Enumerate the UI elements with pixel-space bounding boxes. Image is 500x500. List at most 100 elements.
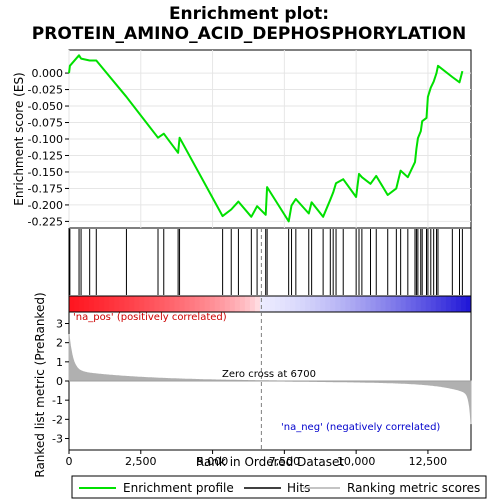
rank-color-segment (104, 296, 110, 312)
x-tick-label: 5,000 (197, 455, 229, 468)
rank-color-segment (300, 296, 306, 312)
rank-color-segment (445, 296, 452, 312)
rank-color-segment (229, 296, 236, 312)
rank-color-segment (84, 296, 90, 312)
rank-color-segment (340, 296, 346, 312)
rank-color-segment (395, 296, 402, 312)
rank-color-segment (440, 296, 447, 312)
rank-color-segment (69, 296, 75, 312)
rank-color-segment (139, 296, 145, 312)
rank-color-segment (224, 296, 231, 312)
es-tick-label: 0.000 (32, 67, 64, 80)
rank-color-segment (74, 296, 80, 312)
rank-color-segment (134, 296, 140, 312)
rank-color-segment (465, 296, 472, 312)
rank-color-segment (425, 296, 432, 312)
metric-axis: 3 2 1 0 -1 -2 -3 (52, 318, 69, 446)
rank-color-segment (159, 296, 165, 312)
rank-color-segment (189, 296, 196, 312)
rank-color-segment (350, 296, 356, 312)
es-tick-label: -0.025 (28, 84, 63, 97)
rank-color-segment (149, 296, 155, 312)
rank-color-segment (184, 296, 191, 312)
rank-color-segment (119, 296, 125, 312)
rank-color-segment (460, 296, 467, 312)
rank-color-segment (390, 296, 397, 312)
rank-color-segment (315, 296, 321, 312)
rank-color-segment (455, 296, 462, 312)
rank-color-segment (144, 296, 150, 312)
rank-color-segment (270, 296, 276, 312)
rank-color-segment (410, 296, 417, 312)
rank-color-segment (420, 296, 427, 312)
rank-color-segment (109, 296, 115, 312)
metric-tick-label: -3 (52, 433, 63, 446)
rank-color-segment (219, 296, 226, 312)
rank-color-segment (204, 296, 211, 312)
rank-color-segment (310, 296, 316, 312)
es-axis-label: Enrichment score (ES) (12, 72, 26, 205)
rank-color-segment (199, 296, 206, 312)
metric-tick-label: 2 (56, 337, 63, 350)
pos-label: 'na_pos' (positively correlated) (73, 312, 227, 323)
rank-color-segment (345, 296, 351, 312)
rank-color-segment (154, 296, 160, 312)
rank-color-segment (79, 296, 85, 312)
legend-label-enrichment: Enrichment profile (123, 481, 234, 495)
rank-color-segment (305, 296, 311, 312)
metric-tick-label: 0 (56, 375, 63, 388)
rank-color-segment (365, 296, 371, 312)
metric-tick-label: 1 (56, 356, 63, 369)
es-tick-label: -0.050 (28, 100, 63, 113)
hits-marks (69, 229, 463, 295)
x-tick-label: 12,500 (409, 455, 448, 468)
enrichment-profile-line (68, 54, 464, 223)
rank-color-segment (249, 296, 256, 312)
es-tick-label: -0.150 (28, 166, 63, 179)
x-tick-label: 2,500 (125, 455, 157, 468)
rank-color-segment (264, 296, 271, 312)
metric-tick-label: -2 (52, 413, 63, 426)
rank-color-segment (94, 296, 100, 312)
rank-color-segment (380, 296, 387, 312)
x-tick-label: 7,500 (269, 455, 301, 468)
rank-color-segment (415, 296, 422, 312)
rank-color-segment (174, 296, 181, 312)
x-tick-label: 0 (66, 455, 73, 468)
rank-color-segment (375, 296, 382, 312)
rank-color-segment (99, 296, 105, 312)
es-axis: 0.000 -0.025 -0.050 -0.075 -0.100 -0.125 -0.15… (28, 67, 69, 228)
rank-color-segment (214, 296, 221, 312)
chart-title-line1: Enrichment plot: (169, 4, 329, 24)
rank-color-frame (68, 295, 472, 313)
rank-color-segment (244, 296, 251, 312)
x-axis-label: Rank in Ordered Dataset (196, 455, 344, 469)
rank-color-segment (450, 296, 457, 312)
neg-label: 'na_neg' (negatively correlated) (281, 422, 440, 433)
chart-title-line2: PROTEIN_AMINO_ACID_DEPHOSPHORYLATION (32, 24, 466, 44)
es-tick-label: -0.075 (28, 117, 63, 130)
rank-color-segment (129, 296, 135, 312)
rank-color-segment (114, 296, 120, 312)
rank-color-segment (355, 296, 361, 312)
metric-tick-label: 3 (56, 318, 63, 331)
x-tick-label: 10,000 (337, 455, 376, 468)
rank-color-segment (239, 296, 246, 312)
rank-color-segment (370, 296, 377, 312)
rank-color-segment (169, 296, 176, 312)
ranking-metric-area (68, 228, 472, 450)
zero-cross-label: Zero cross at 6700 (222, 369, 316, 380)
rank-color-segment (435, 296, 442, 312)
rank-color-segment (385, 296, 392, 312)
rank-color-segment (275, 296, 281, 312)
rank-color-segment (280, 296, 286, 312)
rank-color-segment (400, 296, 407, 312)
rank-color-segment (164, 296, 170, 312)
rank-color-segment (325, 296, 331, 312)
es-tick-label: -0.200 (28, 199, 63, 212)
rank-color-bar (68, 295, 472, 313)
es-tick-label: -0.225 (28, 215, 63, 228)
rank-color-segment (209, 296, 216, 312)
legend-label-hits: Hits (287, 481, 310, 495)
